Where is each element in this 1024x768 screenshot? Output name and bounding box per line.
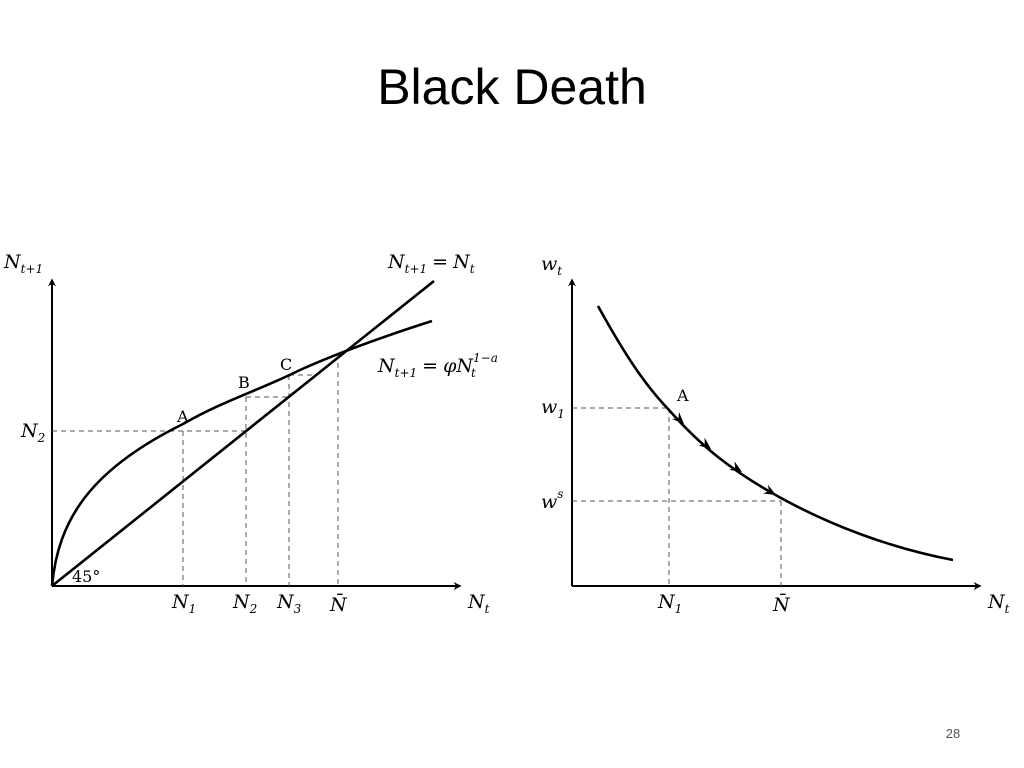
wage-curve <box>596 305 954 562</box>
left-y-axis-label: Nt+1 <box>3 251 43 276</box>
left-x-tick-n3-sub: 3 <box>294 602 302 616</box>
right-point-a-label: A <box>676 386 689 405</box>
left-y-tick-n2-base: N <box>20 420 39 442</box>
left-x-tick-nbar: N̄ <box>329 593 348 616</box>
forty-five-degree-line <box>51 279 435 588</box>
left-x-tick-n1: N1 <box>171 591 196 616</box>
left-x-tick-n3: N3 <box>276 591 302 616</box>
left-y-tick-n2-sub: 2 <box>37 431 46 445</box>
left-x-tick-n2: N2 <box>232 591 257 616</box>
left-y-tick-n2: N2 <box>20 420 45 445</box>
point-c-label: C <box>280 355 292 374</box>
point-b-label: B <box>238 373 250 392</box>
left-x-tick-n1-base: N <box>171 591 190 613</box>
line-label: Nt+1 = Nt <box>387 251 475 276</box>
right-x-axis-label-sub: t <box>1005 602 1010 616</box>
right-y-tick-w1-base: w <box>541 396 557 418</box>
right-diagram: A wt Nt w1 ws N1 N̄ <box>541 253 1010 616</box>
line-label-rhs-base: N <box>452 251 471 273</box>
left-x-tick-n2-sub: 2 <box>249 602 258 616</box>
curve-label-lhs-sub: t+1 <box>395 366 418 380</box>
right-x-tick-n1: N1 <box>657 591 682 616</box>
right-x-tick-nbar-base: N̄ <box>772 593 791 616</box>
angle-label: 45° <box>72 567 100 586</box>
right-y-tick-ws: ws <box>541 487 563 513</box>
right-y-axis-label-base: w <box>541 253 557 275</box>
curve-label-sup: 1−a <box>473 351 498 365</box>
right-y-tick-w1: w1 <box>541 396 565 421</box>
left-x-tick-nbar-base: N̄ <box>329 593 348 616</box>
right-y-tick-w1-sub: 1 <box>557 407 565 421</box>
left-x-tick-n3-base: N <box>276 591 295 613</box>
direction-arrow-4 <box>763 484 776 495</box>
curve-label-sub: t <box>471 366 476 380</box>
right-y-axis-label: wt <box>541 253 562 278</box>
curve-label-base: N <box>455 355 474 377</box>
right-y-tick-ws-sup: s <box>557 487 563 501</box>
left-x-tick-n2-base: N <box>232 591 251 613</box>
right-guide-lines <box>572 407 782 586</box>
curve-label: Nt+1 = φN1−a <box>377 351 498 380</box>
right-x-axis-label-base: N <box>987 591 1006 613</box>
right-x-tick-n1-sub: 1 <box>675 602 683 616</box>
left-x-axis-label: Nt <box>467 591 490 616</box>
right-x-tick-n1-base: N <box>657 591 676 613</box>
direction-arrow-1 <box>671 411 684 424</box>
left-x-axis-label-base: N <box>467 591 486 613</box>
curve-label-lhs-base: N <box>377 355 396 377</box>
right-x-tick-nbar: N̄ <box>772 593 791 616</box>
left-y-axis-label-sub: t+1 <box>21 262 44 276</box>
point-a-label: A <box>176 407 189 426</box>
direction-arrow-3 <box>729 461 742 472</box>
right-y-tick-ws-base: w <box>541 491 557 513</box>
line-label-lhs-base: N <box>387 251 406 273</box>
left-x-axis-label-sub: t <box>485 602 490 616</box>
line-label-rhs-sub: t <box>470 262 475 276</box>
curve-label-sub-t: t <box>471 366 476 380</box>
left-guide-lines <box>52 354 339 586</box>
left-y-axis-label-base: N <box>3 251 22 273</box>
left-diagram: A B C 45° Nt+1 Nt Nt+1 = Nt Nt+1 = φN1−a t N… <box>3 251 498 616</box>
right-x-axis-label: Nt <box>987 591 1010 616</box>
line-label-lhs-sub: t+1 <box>405 262 428 276</box>
direction-arrows <box>671 411 776 495</box>
page-number: 28 <box>945 726 961 741</box>
right-y-axis-label-sub: t <box>557 264 562 278</box>
slide-title: Black Death <box>377 59 647 115</box>
left-x-tick-n1-sub: 1 <box>189 602 197 616</box>
direction-arrow-2 <box>698 437 711 449</box>
curve-label-phi: φ <box>443 355 457 377</box>
concave-curve <box>50 319 433 587</box>
